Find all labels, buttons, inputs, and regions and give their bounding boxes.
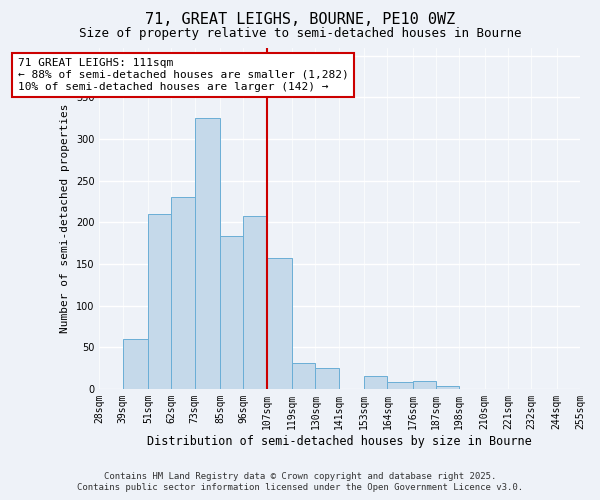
Text: Contains HM Land Registry data © Crown copyright and database right 2025.
Contai: Contains HM Land Registry data © Crown c… <box>77 472 523 492</box>
X-axis label: Distribution of semi-detached houses by size in Bourne: Distribution of semi-detached houses by … <box>148 434 532 448</box>
Text: 71 GREAT LEIGHS: 111sqm
← 88% of semi-detached houses are smaller (1,282)
10% of: 71 GREAT LEIGHS: 111sqm ← 88% of semi-de… <box>18 58 349 92</box>
Text: 71, GREAT LEIGHS, BOURNE, PE10 0WZ: 71, GREAT LEIGHS, BOURNE, PE10 0WZ <box>145 12 455 28</box>
Bar <box>220 236 244 389</box>
Bar <box>292 363 316 389</box>
Text: Size of property relative to semi-detached houses in Bourne: Size of property relative to semi-detach… <box>79 28 521 40</box>
Bar <box>244 216 266 389</box>
Bar <box>436 386 460 389</box>
Bar <box>413 380 436 389</box>
Bar <box>123 339 148 389</box>
Bar <box>172 198 195 389</box>
Bar <box>388 382 413 389</box>
Bar <box>266 258 292 389</box>
Bar <box>195 118 220 389</box>
Bar <box>364 376 388 389</box>
Bar <box>148 214 172 389</box>
Bar <box>316 368 338 389</box>
Y-axis label: Number of semi-detached properties: Number of semi-detached properties <box>61 104 70 333</box>
